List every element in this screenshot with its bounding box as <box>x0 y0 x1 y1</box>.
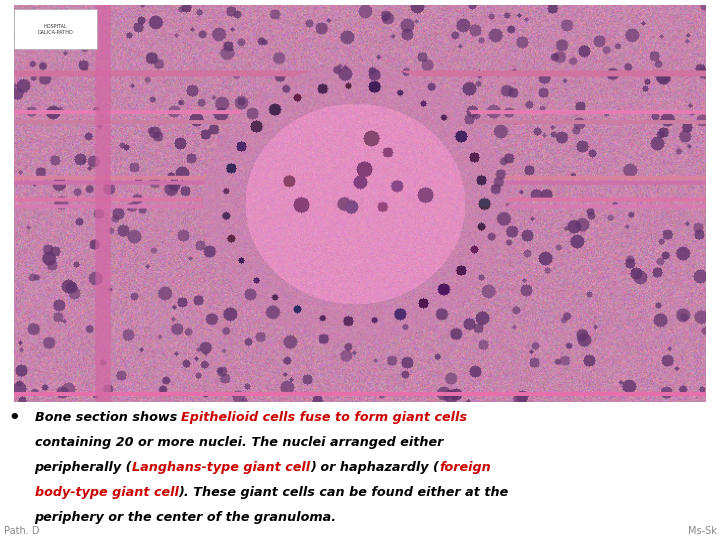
Text: periphery or the center of the granuloma.: periphery or the center of the granuloma… <box>35 511 337 524</box>
Text: peripherally (: peripherally ( <box>35 461 132 474</box>
Text: •: • <box>9 409 20 427</box>
Text: containing 20 or more nuclei. The nuclei arranged either: containing 20 or more nuclei. The nuclei… <box>35 436 443 449</box>
Text: ) or haphazardly (: ) or haphazardly ( <box>310 461 439 474</box>
FancyBboxPatch shape <box>14 9 97 49</box>
Text: Langhans-type giant cell: Langhans-type giant cell <box>132 461 310 474</box>
Text: body-type giant cell: body-type giant cell <box>35 486 179 499</box>
Text: Epithelioid cells fuse to form giant cells: Epithelioid cells fuse to form giant cel… <box>181 411 467 424</box>
FancyBboxPatch shape <box>0 397 720 540</box>
Text: HOSPITAL
DALICA-PATHO: HOSPITAL DALICA-PATHO <box>38 24 73 35</box>
Text: Langhans-type giant
cell: Langhans-type giant cell <box>29 255 174 284</box>
Text: Bone section shows: Bone section shows <box>35 411 181 424</box>
Text: ). These giant cells can be found either at the: ). These giant cells can be found either… <box>179 486 509 499</box>
Text: foreign body-type giant
cell: foreign body-type giant cell <box>428 137 596 165</box>
Text: foreign: foreign <box>439 461 491 474</box>
Text: Ms-Sk: Ms-Sk <box>688 525 716 536</box>
Text: Path. D: Path. D <box>4 525 39 536</box>
